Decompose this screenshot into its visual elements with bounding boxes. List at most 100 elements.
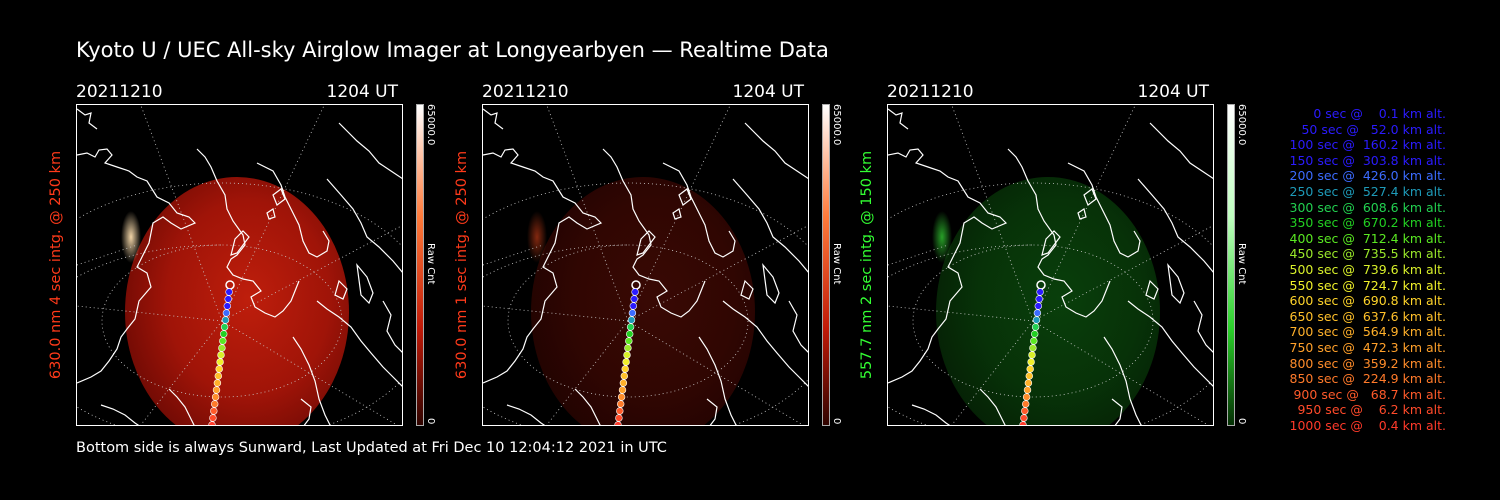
trajectory-dot bbox=[615, 414, 623, 422]
trajectory-dot bbox=[1031, 323, 1040, 331]
trajectory-dot bbox=[221, 316, 230, 324]
trajectory-dot bbox=[624, 344, 632, 352]
trajectory-dot bbox=[210, 407, 218, 415]
trajectory-legend: 0 sec @ 0.1 km alt. 50 sec @ 52.0 km alt… bbox=[1262, 106, 1446, 433]
legend-entry: 150 sec @ 303.8 km alt. bbox=[1289, 152, 1446, 168]
colorbar-unit-label: Raw Cnt bbox=[425, 243, 436, 285]
legend-entry: 300 sec @ 608.6 km alt. bbox=[1289, 199, 1446, 215]
legend-entry: 1000 sec @ 0.4 km alt. bbox=[1289, 417, 1446, 433]
trajectory-dot bbox=[614, 421, 622, 425]
trajectory-dot bbox=[617, 400, 625, 408]
trajectory-dot bbox=[217, 351, 225, 359]
imager-panel-630nm-4sec: 20211210 1204 UT 630.0 nm 4 sec intg. @ … bbox=[48, 80, 486, 432]
trajectory-dot bbox=[621, 365, 629, 373]
colorbar bbox=[1227, 104, 1235, 426]
legend-entry: 700 sec @ 564.9 km alt. bbox=[1289, 324, 1446, 340]
legend-entry: 0 sec @ 0.1 km alt. bbox=[1305, 106, 1446, 121]
trajectory-dot bbox=[622, 358, 630, 366]
trajectory-dot bbox=[625, 337, 633, 345]
trajectory-dot bbox=[626, 330, 634, 338]
trajectory-dot bbox=[1027, 358, 1035, 366]
legend-entry: 600 sec @ 690.8 km alt. bbox=[1289, 293, 1446, 309]
trajectory-dot bbox=[1020, 414, 1028, 422]
colorbar-unit-label: Raw Cnt bbox=[1236, 243, 1247, 285]
trajectory-dot bbox=[220, 330, 228, 338]
trajectory-dot bbox=[1033, 309, 1042, 317]
trajectory-dot bbox=[222, 309, 231, 317]
colorbar-max-label: 65000.0 bbox=[1236, 104, 1247, 146]
trajectory-dot bbox=[620, 372, 629, 380]
trajectory-dot bbox=[1036, 288, 1044, 296]
panel-time: 1204 UT bbox=[732, 82, 805, 102]
trajectory-dot bbox=[631, 288, 639, 296]
legend-entry: 400 sec @ 712.4 km alt. bbox=[1289, 230, 1446, 246]
trajectory-dot bbox=[1024, 379, 1033, 387]
trajectory-dot bbox=[214, 372, 223, 380]
aurora-patch bbox=[932, 211, 952, 263]
legend-entry: 350 sec @ 670.2 km alt. bbox=[1289, 215, 1446, 231]
allsky-image bbox=[76, 104, 403, 426]
legend-entry: 750 sec @ 472.3 km alt. bbox=[1289, 339, 1446, 355]
legend-entry: 200 sec @ 426.0 km alt. bbox=[1289, 168, 1446, 184]
panel-wavelength-label: 557.7 nm 2 sec intg. @ 150 km bbox=[859, 150, 875, 380]
colorbar-unit-label: Raw Cnt bbox=[831, 243, 842, 285]
allsky-image bbox=[482, 104, 809, 426]
trajectory-dot bbox=[1034, 302, 1043, 310]
trajectory-dot bbox=[623, 351, 631, 359]
aurora-patch bbox=[121, 211, 141, 263]
trajectory-dot bbox=[1025, 372, 1034, 380]
trajectory-dot bbox=[215, 365, 223, 373]
trajectory-dot bbox=[1021, 407, 1029, 415]
legend-entry: 800 sec @ 359.2 km alt. bbox=[1289, 355, 1446, 371]
imager-panel-630nm-1sec: 20211210 1204 UT 630.0 nm 1 sec intg. @ … bbox=[454, 80, 892, 432]
trajectory-dot bbox=[617, 393, 626, 401]
trajectory-dot bbox=[616, 407, 624, 415]
legend-entry: 850 sec @ 224.9 km alt. bbox=[1289, 371, 1446, 387]
trajectory-dot bbox=[1023, 386, 1032, 394]
trajectory-dot bbox=[630, 295, 638, 303]
trajectory-dot bbox=[628, 309, 637, 317]
legend-entry: 50 sec @ 52.0 km alt. bbox=[1297, 121, 1446, 137]
imager-panel-557nm-2sec: 20211210 1204 UT 557.7 nm 2 sec intg. @ … bbox=[859, 80, 1297, 432]
footer-note: Bottom side is always Sunward, Last Upda… bbox=[76, 440, 667, 456]
legend-entry: 900 sec @ 68.7 km alt. bbox=[1293, 386, 1446, 402]
trajectory-dot bbox=[219, 337, 227, 345]
legend-entry: 250 sec @ 527.4 km alt. bbox=[1289, 183, 1446, 199]
trajectory-dot bbox=[216, 358, 224, 366]
trajectory-dot bbox=[1035, 295, 1043, 303]
page-title: Kyoto U / UEC All-sky Airglow Imager at … bbox=[76, 38, 829, 62]
legend-entry: 450 sec @ 735.5 km alt. bbox=[1289, 246, 1446, 262]
panel-time: 1204 UT bbox=[1137, 82, 1210, 102]
trajectory-dot bbox=[1030, 337, 1038, 345]
trajectory-dot bbox=[213, 379, 222, 387]
trajectory-dot bbox=[1032, 316, 1041, 324]
trajectory-dot bbox=[629, 302, 638, 310]
trajectory-dot bbox=[218, 344, 226, 352]
trajectory-dot bbox=[211, 400, 219, 408]
trajectory-dot bbox=[1029, 344, 1037, 352]
legend-entry: 650 sec @ 637.6 km alt. bbox=[1289, 308, 1446, 324]
panel-date: 20211210 bbox=[887, 82, 974, 102]
trajectory-dot bbox=[619, 379, 628, 387]
airglow-field bbox=[936, 177, 1160, 425]
airglow-field bbox=[125, 177, 349, 425]
trajectory-dot bbox=[1022, 400, 1030, 408]
colorbar bbox=[416, 104, 424, 426]
allsky-image bbox=[887, 104, 1214, 426]
trajectory-dot bbox=[223, 302, 232, 310]
legend-entry: 550 sec @ 724.7 km alt. bbox=[1289, 277, 1446, 293]
panel-time: 1204 UT bbox=[326, 82, 399, 102]
trajectory-dot bbox=[211, 393, 220, 401]
trajectory-dot bbox=[1028, 351, 1036, 359]
trajectory-dot bbox=[1026, 365, 1034, 373]
legend-entry: 100 sec @ 160.2 km alt. bbox=[1289, 137, 1446, 153]
colorbar-min-label: 0 bbox=[425, 418, 436, 425]
trajectory-dot bbox=[626, 323, 635, 331]
trajectory-dot bbox=[224, 295, 232, 303]
colorbar-max-label: 65000.0 bbox=[425, 104, 436, 146]
legend-entry: 500 sec @ 739.6 km alt. bbox=[1289, 261, 1446, 277]
colorbar-max-label: 65000.0 bbox=[831, 104, 842, 146]
trajectory-dot bbox=[209, 414, 217, 422]
colorbar-min-label: 0 bbox=[1236, 418, 1247, 425]
trajectory-dot bbox=[212, 386, 221, 394]
